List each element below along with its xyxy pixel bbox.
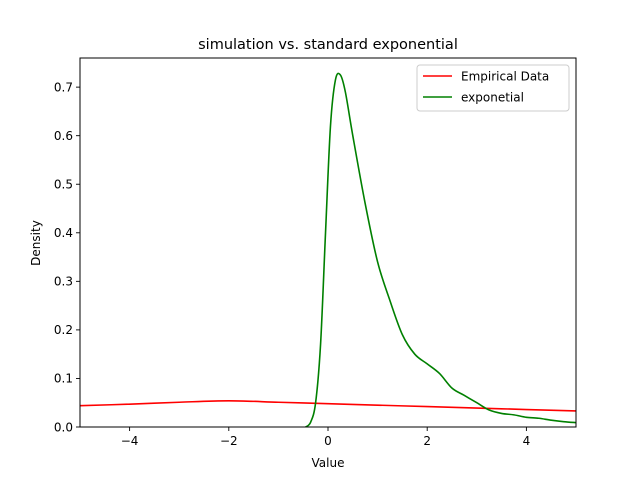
legend: Empirical Data exponetial	[416, 64, 570, 112]
x-tick-label: −4	[121, 434, 139, 448]
x-axis-label: Value	[312, 456, 345, 470]
y-tick-label: 0.2	[54, 323, 73, 337]
x-tick-label: −2	[220, 434, 238, 448]
y-tick-label: 0.3	[54, 275, 73, 289]
x-tick-label: 4	[523, 434, 531, 448]
y-tick-label: 0.6	[54, 129, 73, 143]
y-tick-label: 0.5	[54, 178, 73, 192]
y-tick-label: 0.4	[54, 226, 73, 240]
y-tick-label: 0.1	[54, 372, 73, 386]
legend-label: exponetial	[461, 90, 524, 104]
plot-frame	[79, 57, 577, 428]
ticks-layer: −4 −2 0 2 4 0.0 0.1 0.2 0.3 0.4 0.5 0.6 0.7	[54, 80, 530, 448]
series-line-exponetial	[304, 72, 576, 427]
x-tick-label: 2	[423, 434, 431, 448]
y-axis-label: Density	[29, 220, 43, 266]
series-line-empirical-data	[80, 399, 576, 412]
y-tick-label: 0.0	[54, 420, 73, 434]
x-tick-label: 0	[324, 434, 332, 448]
legend-label: Empirical Data	[461, 69, 549, 83]
series-layer	[80, 72, 576, 427]
legend-box	[416, 64, 570, 112]
chart-title: simulation vs. standard exponential	[198, 37, 458, 53]
y-tick-label: 0.7	[54, 80, 73, 94]
